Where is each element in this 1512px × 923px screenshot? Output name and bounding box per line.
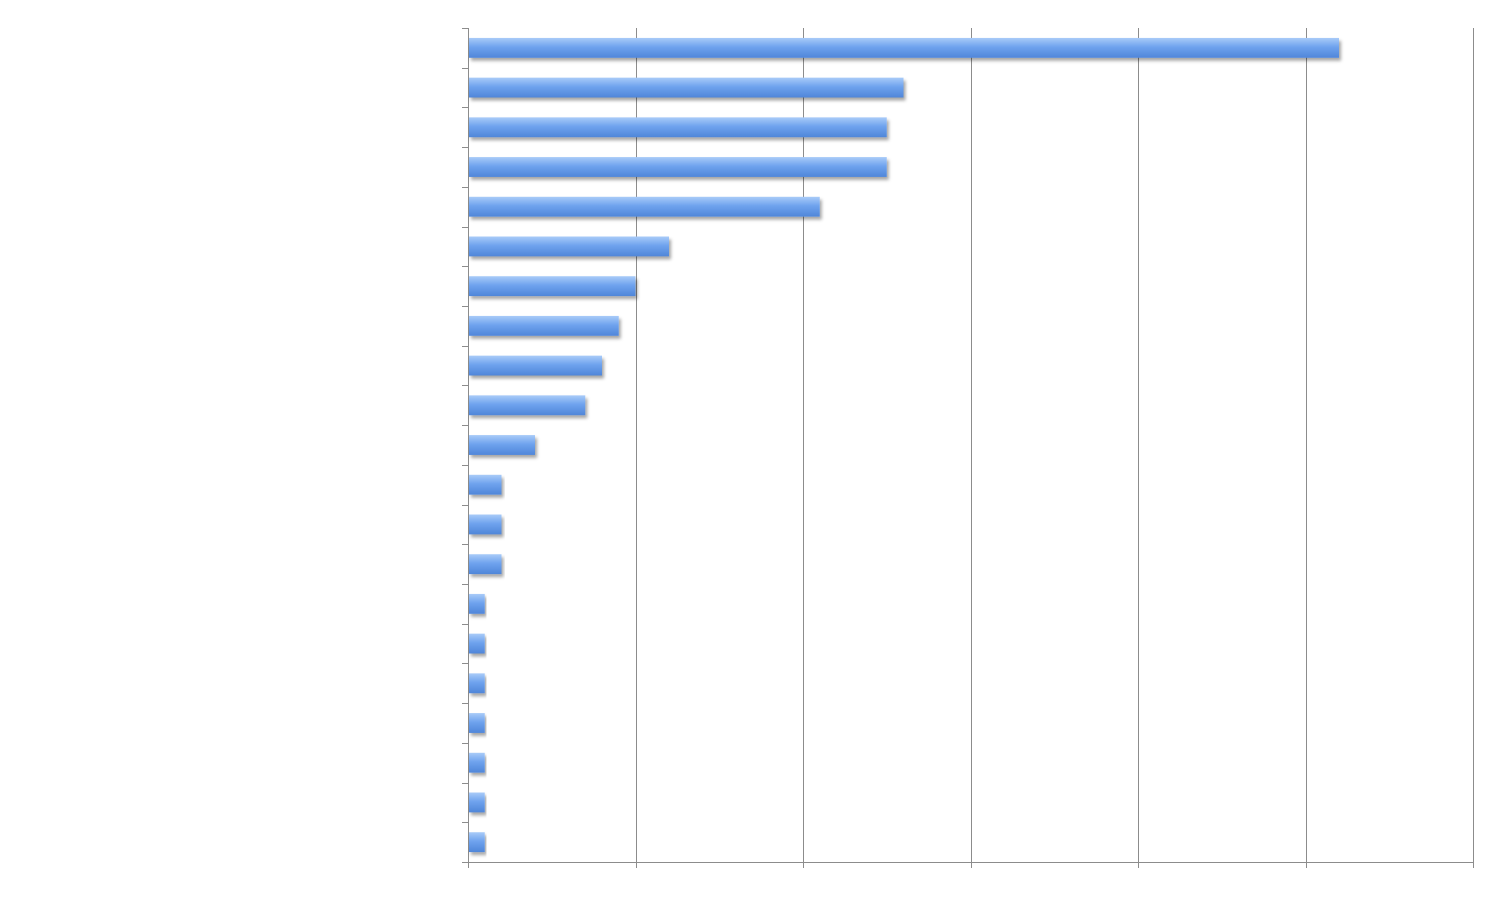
bar-1 <box>469 77 904 98</box>
bar-6 <box>469 276 636 297</box>
bar-0 <box>469 37 1339 58</box>
bar-12 <box>469 514 502 535</box>
bar-18 <box>469 752 485 773</box>
bar-4 <box>469 196 820 217</box>
bar-5 <box>469 236 669 257</box>
bar-20 <box>469 832 485 853</box>
bar-16 <box>469 673 485 694</box>
bar-9 <box>469 395 586 416</box>
bar-7 <box>469 315 619 336</box>
bars <box>469 37 1339 853</box>
gridlines <box>636 28 1474 862</box>
bar-13 <box>469 554 502 575</box>
bar-8 <box>469 355 602 376</box>
bar-11 <box>469 474 502 495</box>
bar-17 <box>469 713 485 733</box>
axes <box>462 28 1474 868</box>
bar-2 <box>469 117 887 138</box>
bar-3 <box>469 157 887 177</box>
bar-19 <box>469 792 485 813</box>
bar-10 <box>469 435 535 455</box>
bar-14 <box>469 593 485 614</box>
bar-15 <box>469 633 485 654</box>
